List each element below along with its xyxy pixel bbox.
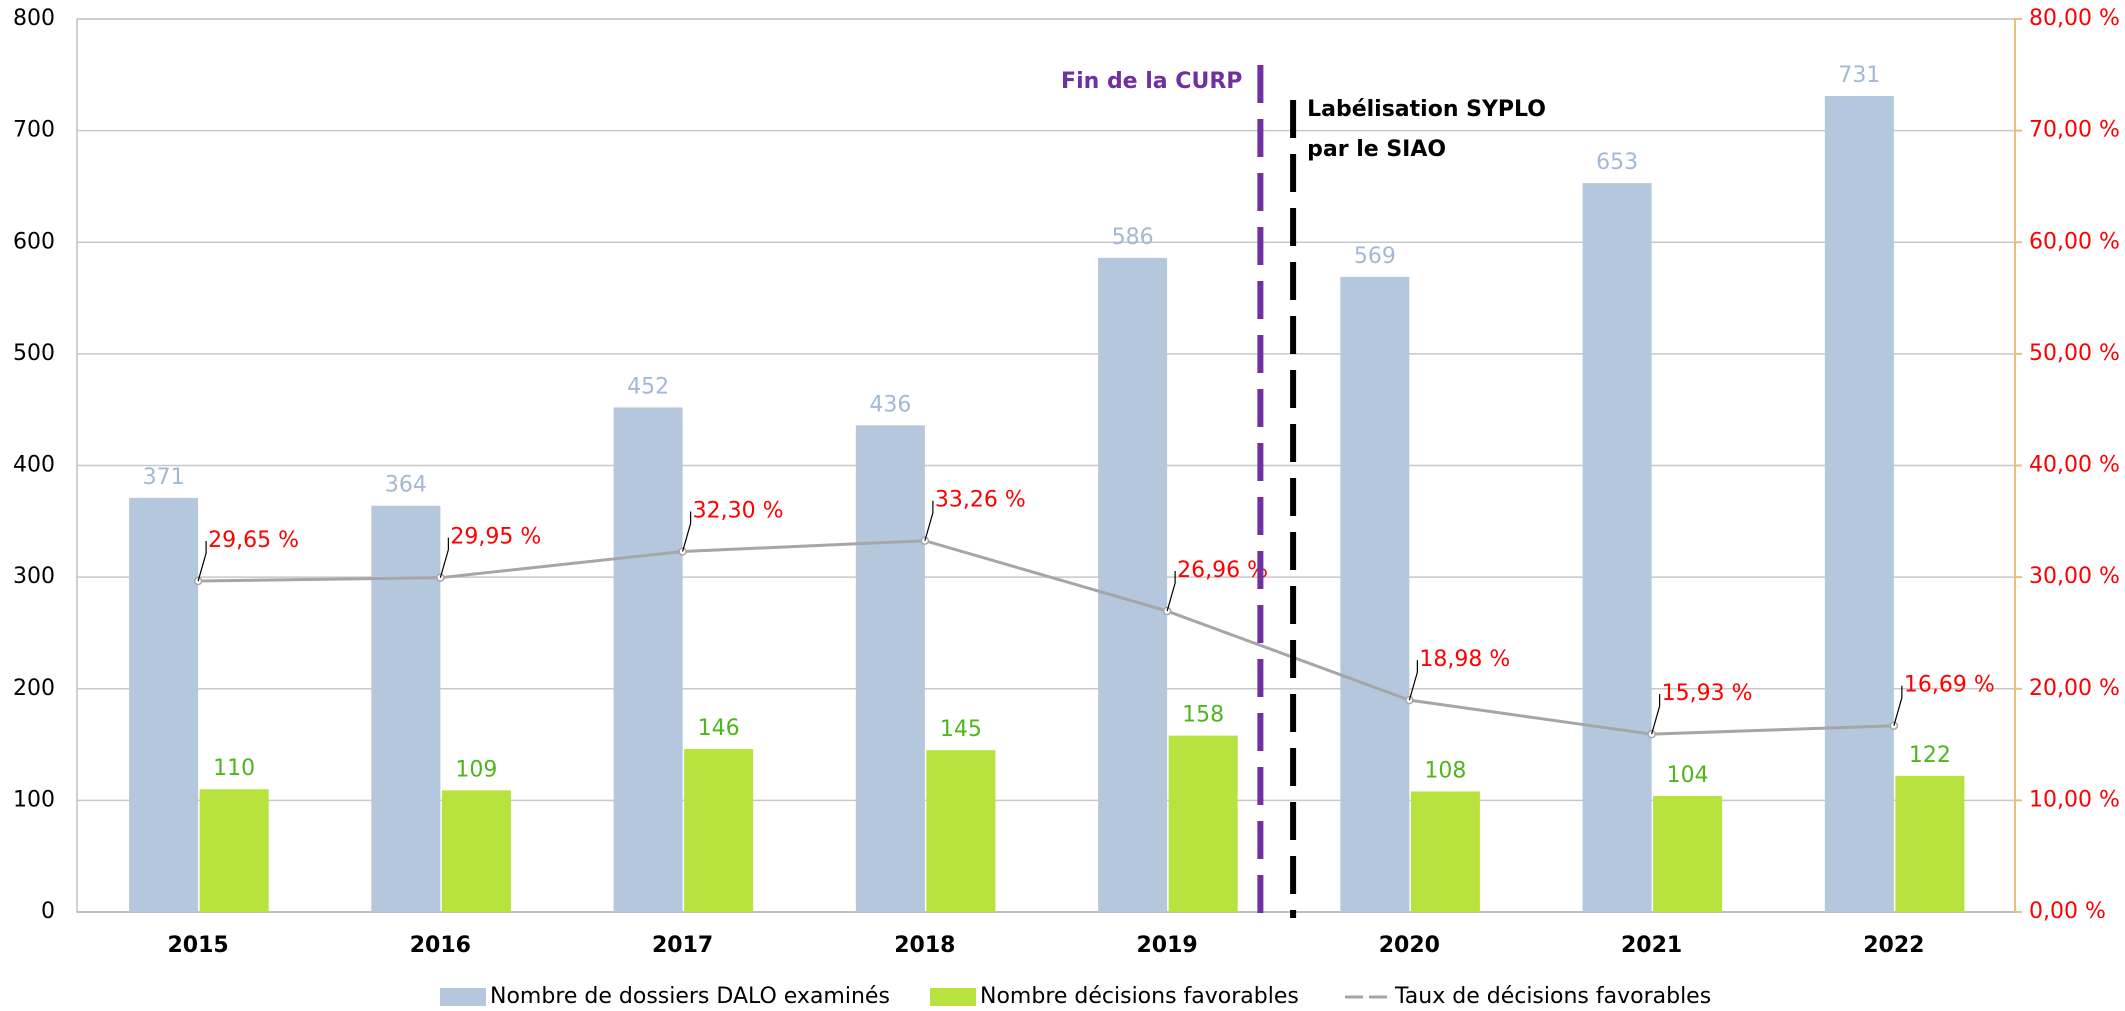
bar (855, 425, 925, 912)
label-leader (1893, 685, 1903, 726)
bar-value-label: 586 (1112, 225, 1154, 250)
bar-value-label: 731 (1838, 63, 1880, 88)
bar (1168, 735, 1238, 912)
label-leader (1651, 694, 1661, 735)
label-leader (682, 511, 692, 552)
bar-value-label: 452 (627, 374, 669, 399)
legend-label: Nombre de dossiers DALO examinés (490, 984, 890, 1009)
x-tick-label: 2020 (1379, 933, 1440, 958)
line-value-label: 29,65 % (208, 528, 299, 553)
bar-value-label: 436 (869, 392, 911, 417)
x-tick-label: 2016 (410, 933, 471, 958)
label-leader (439, 537, 449, 578)
legend-label: Nombre décisions favorables (980, 984, 1299, 1009)
legend-swatch (440, 988, 486, 1006)
bar-value-label: 145 (940, 717, 982, 742)
y2-tick-label: 80,00 % (2029, 6, 2120, 31)
bar (1824, 96, 1894, 913)
bar (199, 789, 269, 912)
line-value-label: 26,96 % (1177, 558, 1268, 583)
y-tick-label: 100 (13, 787, 55, 812)
line-value-label: 33,26 % (935, 488, 1026, 513)
label-leader (1166, 571, 1176, 612)
bar (371, 505, 441, 912)
bar (1098, 257, 1168, 912)
bar (1410, 791, 1480, 912)
bar (1340, 276, 1410, 912)
y-tick-label: 300 (13, 564, 55, 589)
y2-tick-label: 50,00 % (2029, 341, 2120, 366)
y-tick-label: 400 (13, 453, 55, 478)
label-leader (197, 541, 207, 582)
bar-value-label: 109 (455, 757, 497, 782)
bar (1582, 183, 1652, 912)
y2-tick-label: 40,00 % (2029, 453, 2120, 478)
bar-value-label: 122 (1909, 743, 1951, 768)
line-value-label: 32,30 % (693, 498, 784, 523)
legend-swatch (930, 988, 976, 1006)
bar-value-label: 108 (1424, 758, 1466, 783)
legend-label: Taux de décisions favorables (1394, 984, 1711, 1009)
bar (684, 749, 754, 912)
bar (1895, 775, 1965, 912)
line-value-label: 29,95 % (450, 525, 541, 550)
line-series (198, 539, 1894, 736)
y-tick-label: 700 (13, 118, 55, 143)
bar (1653, 795, 1723, 912)
bar (926, 750, 996, 912)
annotation-text: Fin de la CURP (1061, 69, 1242, 94)
label-leader (924, 500, 934, 541)
y-tick-label: 600 (13, 229, 55, 254)
bar-value-label: 158 (1182, 703, 1224, 728)
bar (613, 407, 683, 912)
bar-value-label: 653 (1596, 150, 1638, 175)
x-tick-label: 2018 (894, 933, 955, 958)
x-tick-label: 2015 (168, 933, 229, 958)
bar-value-label: 371 (143, 465, 185, 490)
bar (441, 790, 511, 912)
y-tick-label: 500 (13, 341, 55, 366)
x-tick-label: 2021 (1621, 933, 1682, 958)
y-tick-label: 800 (13, 6, 55, 31)
bar-value-label: 364 (385, 473, 427, 498)
x-tick-label: 2019 (1137, 933, 1198, 958)
line-value-label: 16,69 % (1904, 673, 1995, 698)
bar-value-label: 104 (1667, 763, 1709, 788)
annotation-text: par le SIAO (1307, 137, 1446, 162)
x-tick-label: 2022 (1863, 933, 1924, 958)
bar-value-label: 569 (1354, 244, 1396, 269)
y-tick-label: 0 (41, 899, 55, 924)
annotation-text: Labélisation SYPLO (1307, 97, 1546, 122)
line-value-label: 15,93 % (1662, 681, 1753, 706)
label-leader (1408, 660, 1418, 701)
y2-tick-label: 70,00 % (2029, 118, 2120, 143)
y-tick-label: 200 (13, 676, 55, 701)
y2-tick-label: 60,00 % (2029, 229, 2120, 254)
bar-value-label: 146 (698, 716, 740, 741)
bar-value-label: 110 (213, 756, 255, 781)
line-value-label: 18,98 % (1419, 647, 1510, 672)
y2-tick-label: 10,00 % (2029, 787, 2120, 812)
y2-tick-label: 30,00 % (2029, 564, 2120, 589)
x-tick-label: 2017 (652, 933, 713, 958)
y2-tick-label: 20,00 % (2029, 676, 2120, 701)
bar (129, 497, 199, 912)
y2-tick-label: 0,00 % (2029, 899, 2106, 924)
